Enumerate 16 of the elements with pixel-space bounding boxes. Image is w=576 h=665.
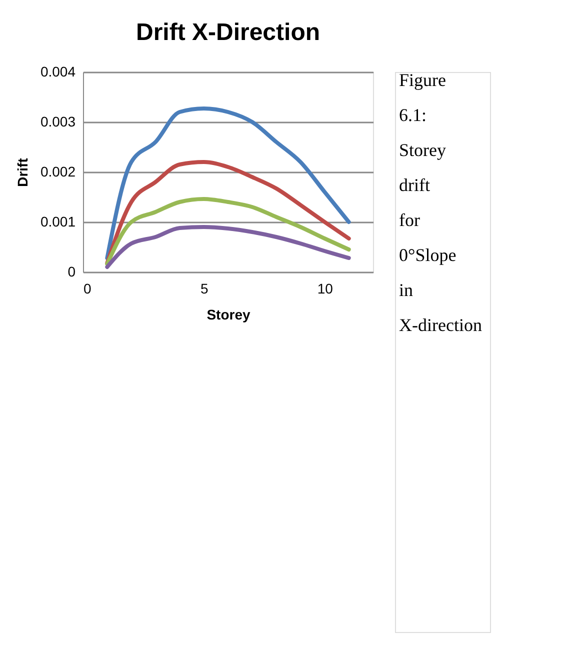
y-tick-label: 0.002 <box>40 164 76 180</box>
line-series <box>105 160 351 265</box>
y-tick-label: 0.001 <box>40 214 76 230</box>
y-tick-label: 0 <box>68 264 76 280</box>
x-tick-label: 10 <box>317 280 334 296</box>
x-tick-label: 0 <box>84 280 92 296</box>
y-tick-label: 0.004 <box>40 64 76 80</box>
line-series <box>105 197 351 266</box>
caption: Figure 6.1: Storey drift for 0°Slope in X-direction <box>399 70 482 335</box>
x-axis-title: Storey <box>206 306 250 322</box>
line-series <box>105 106 351 260</box>
y-axis-title: Drift <box>14 158 30 187</box>
x-tick-label: 5 <box>200 280 208 296</box>
chart-title: Drift X-Direction <box>136 19 320 46</box>
y-tick-label: 0.003 <box>40 114 76 130</box>
line-series <box>105 225 351 269</box>
